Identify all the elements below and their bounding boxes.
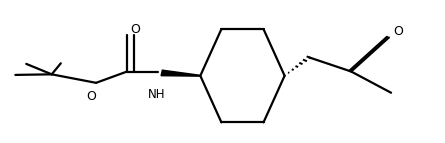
Polygon shape (161, 70, 200, 76)
Text: O: O (394, 25, 404, 38)
Text: NH: NH (148, 88, 165, 101)
Text: O: O (130, 22, 140, 35)
Text: O: O (86, 91, 96, 104)
